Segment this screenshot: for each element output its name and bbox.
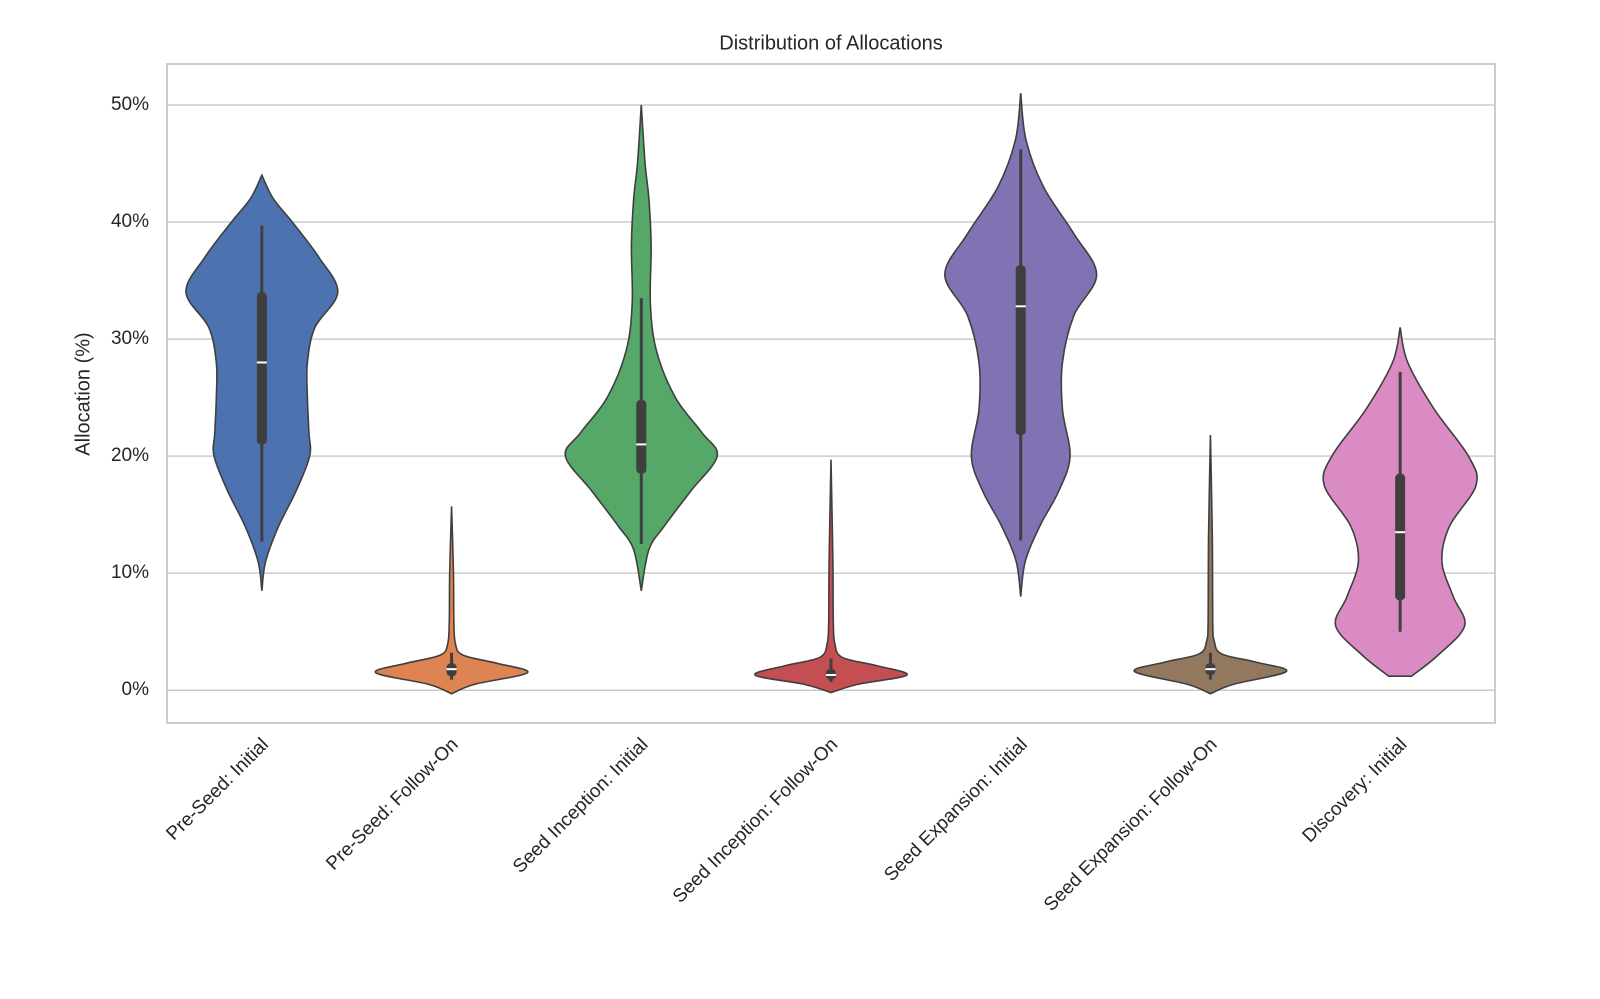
box bbox=[1395, 473, 1406, 601]
y-tick-label: 50% bbox=[111, 94, 149, 115]
plot-frame bbox=[166, 63, 1496, 724]
y-axis-label: Allocation (%) bbox=[72, 332, 94, 455]
x-tick-label: Discovery: Initial bbox=[1299, 734, 1412, 847]
x-tick-label: Pre-Seed: Initial bbox=[162, 734, 272, 844]
y-tick-label: 20% bbox=[111, 445, 149, 466]
violin-body bbox=[374, 506, 529, 695]
x-tick-label: Seed Inception: Follow-On bbox=[669, 734, 842, 907]
y-tick-label: 40% bbox=[111, 211, 149, 232]
box bbox=[1015, 265, 1026, 436]
box bbox=[256, 292, 267, 445]
x-tick-label: Seed Inception: Initial bbox=[509, 734, 652, 877]
y-tick-label: 30% bbox=[111, 328, 149, 349]
x-tick-label: Seed Expansion: Initial bbox=[880, 734, 1032, 886]
y-tick-label: 10% bbox=[111, 562, 149, 583]
y-tick-label: 0% bbox=[122, 679, 150, 700]
chart-title: Distribution of Allocations bbox=[719, 32, 942, 54]
box bbox=[636, 399, 647, 474]
violin-body bbox=[1133, 435, 1288, 695]
x-tick-label: Seed Expansion: Follow-On bbox=[1040, 734, 1221, 915]
x-tick-label: Pre-Seed: Follow-On bbox=[322, 734, 462, 874]
violin-body bbox=[754, 459, 908, 694]
